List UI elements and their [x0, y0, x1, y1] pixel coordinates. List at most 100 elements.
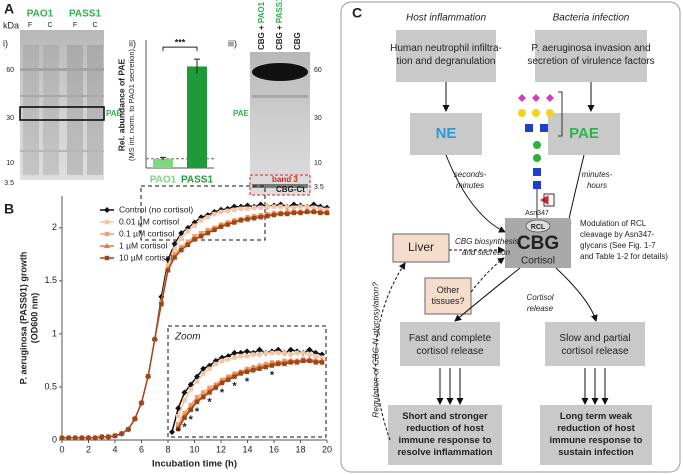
x-tick-label: 4: [112, 444, 117, 454]
point: [194, 399, 200, 405]
point: [238, 353, 243, 359]
lane-label: C: [92, 22, 97, 29]
point: [306, 346, 313, 353]
point: [179, 247, 184, 253]
legend-marker: [104, 207, 110, 213]
note: CBG biosynthesis and secretion: [455, 237, 519, 257]
point: [165, 268, 171, 273]
point: [192, 237, 197, 242]
bar: [187, 66, 207, 168]
point: [304, 209, 310, 215]
point: [263, 350, 268, 356]
point: [238, 218, 244, 223]
point: [245, 206, 250, 211]
annotation: ***: [175, 37, 186, 47]
panel-a: A i) kDa PAO1 PASS1 F C F C PAE 60 30 10…: [3, 0, 324, 196]
y-tick-label: 0: [52, 434, 57, 444]
point: [311, 209, 316, 215]
point: [194, 373, 200, 380]
point: [304, 204, 310, 209]
point: [176, 413, 181, 419]
band-box: [19, 106, 105, 121]
group-label: PASS1: [69, 9, 101, 20]
band-label: PAE: [106, 109, 123, 118]
node-label: Slow and partial cortisol release: [559, 333, 630, 357]
marker-label: 3.5: [314, 184, 324, 191]
lane-label: CBG + PAO1: [257, 1, 266, 50]
point: [188, 402, 193, 408]
error-bar: [194, 58, 200, 74]
point: [263, 364, 268, 370]
bar: [153, 158, 173, 168]
point: [66, 435, 71, 441]
point: [192, 223, 197, 228]
inset-label: Zoom: [174, 332, 201, 343]
point: [218, 209, 224, 215]
panel-label: B: [4, 201, 14, 217]
point: [165, 262, 171, 268]
point: [207, 385, 212, 390]
point: [145, 374, 151, 379]
gel-bands: [20, 45, 104, 175]
point: [207, 366, 212, 371]
point: [257, 366, 262, 371]
node: [424, 277, 472, 315]
unit: kDa: [3, 20, 19, 30]
note: Regulation of CBG N-glycosylation?: [370, 282, 380, 418]
inset-frame: [167, 325, 327, 438]
point: [269, 363, 275, 368]
y-tick-label: 0.5: [44, 381, 57, 391]
point: [301, 358, 306, 364]
point: [307, 358, 312, 364]
point: [265, 204, 270, 209]
point: [232, 355, 237, 360]
zoom-region: [140, 185, 266, 241]
marker-label: 10: [314, 160, 322, 167]
point: [79, 435, 85, 441]
point: [251, 205, 257, 210]
point: [307, 352, 312, 357]
point: [226, 357, 231, 362]
point: [285, 204, 290, 209]
legend-label: 1 µM cortisol: [119, 240, 167, 250]
node-label: Long term weak reduction of host immune re…: [550, 411, 643, 458]
point: [212, 227, 217, 233]
point: [205, 230, 210, 236]
point: [288, 360, 293, 365]
legend-label: 0.01 µM cortisol: [119, 216, 179, 226]
point: [324, 210, 330, 216]
point: [185, 228, 191, 234]
point: [176, 426, 181, 432]
marker-label: 10: [6, 160, 14, 167]
point: [188, 387, 193, 392]
glycan-icon: [518, 91, 563, 218]
point: [219, 358, 225, 364]
timing: seconds-minutes: [454, 170, 487, 190]
x-tick-label: 8: [165, 444, 170, 454]
y-tick-label: 1: [52, 328, 57, 338]
node-label: Human neutrophil infiltra-tion and degra…: [390, 43, 502, 67]
point: [258, 215, 263, 220]
gel-band: [252, 95, 308, 98]
marker-label: 60: [6, 67, 14, 74]
node: [540, 405, 652, 465]
point: [232, 207, 237, 212]
point: [287, 346, 294, 353]
point: [132, 416, 138, 421]
point: [181, 389, 188, 396]
arrow: [470, 257, 505, 293]
asterisk: *: [207, 396, 212, 408]
point: [313, 360, 318, 365]
point: [139, 400, 144, 406]
band-box: [249, 174, 311, 196]
x-tick-label: 18: [295, 444, 305, 454]
point: [213, 361, 218, 367]
significance-bracket: [162, 46, 198, 52]
point: [172, 255, 177, 260]
asterisk: *: [176, 426, 181, 438]
legend-marker: [104, 231, 110, 237]
marker-label: 3.5: [4, 180, 14, 187]
x-tick-label: 14: [242, 444, 252, 454]
legend-label: 0.1 µM cortisol: [119, 228, 175, 238]
gel-band: [252, 63, 308, 81]
